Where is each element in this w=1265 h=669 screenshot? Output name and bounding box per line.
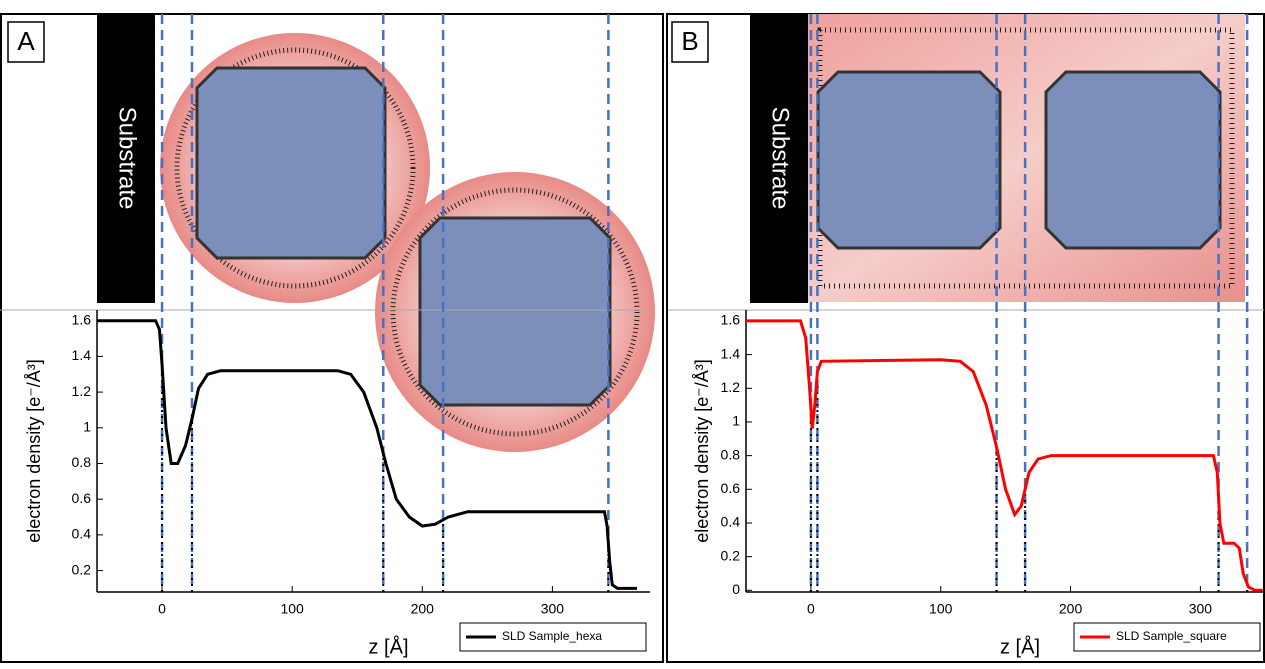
x-axis-title: z [Å] (368, 635, 408, 658)
y-tick-label: 0.6 (72, 490, 92, 506)
panel-frame (0, 13, 664, 663)
legend-box (459, 622, 647, 652)
panel-label: B (681, 26, 698, 56)
panel-label-box (671, 21, 709, 63)
y-tick-label: 0.2 (72, 561, 92, 577)
substrate-label: Substrate (114, 107, 141, 210)
particle-core (418, 216, 612, 407)
data-line (97, 319, 637, 590)
x-axis-title: z [Å] (1000, 635, 1040, 658)
y-tick-label: 0.2 (721, 547, 741, 563)
substrate (750, 14, 808, 303)
legend-label: SLD Sample_hexa (502, 629, 602, 643)
y-tick-label: 1.4 (72, 347, 92, 363)
y-tick-label: 1.2 (72, 383, 92, 399)
x-tick-label: 0 (807, 601, 815, 617)
y-tick-label: 1.6 (721, 312, 741, 328)
ligands (390, 187, 640, 437)
y-tick-label: 0.4 (72, 526, 92, 542)
particle-core (195, 66, 387, 260)
ligands (174, 47, 416, 289)
y-tick-label: 0.8 (72, 454, 92, 470)
y-tick-label: 1.4 (721, 345, 741, 361)
y-tick-label: 1.6 (72, 311, 92, 327)
x-tick-label: 100 (929, 601, 953, 617)
x-tick-label: 200 (1059, 601, 1083, 617)
legend-label: SLD Sample_square (1116, 629, 1227, 643)
x-tick-label: 300 (541, 601, 565, 617)
x-tick-label: 300 (1189, 601, 1213, 617)
data-line (746, 319, 1263, 592)
panel-label: A (17, 26, 35, 56)
substrate-label: Substrate (767, 107, 794, 210)
y-tick-label: 0 (732, 581, 740, 597)
particle-core (816, 70, 1002, 250)
y-tick-label: 1 (732, 413, 740, 429)
y-tick-label: 0.4 (721, 514, 741, 530)
y-tick-label: 0.8 (721, 446, 741, 462)
substrate (97, 14, 155, 303)
y-tick-label: 1.2 (721, 379, 741, 395)
y-tick-label: 1 (83, 419, 91, 435)
x-tick-label: 100 (280, 601, 304, 617)
particle-core (1044, 70, 1222, 250)
panel-label-box (7, 21, 45, 63)
x-tick-label: 0 (158, 601, 166, 617)
x-tick-label: 200 (411, 601, 435, 617)
y-axis-title: electron density [e⁻/Å³] (24, 359, 44, 543)
y-axis-title: electron density [e⁻/Å³] (692, 359, 712, 543)
y-tick-label: 0.6 (721, 480, 741, 496)
